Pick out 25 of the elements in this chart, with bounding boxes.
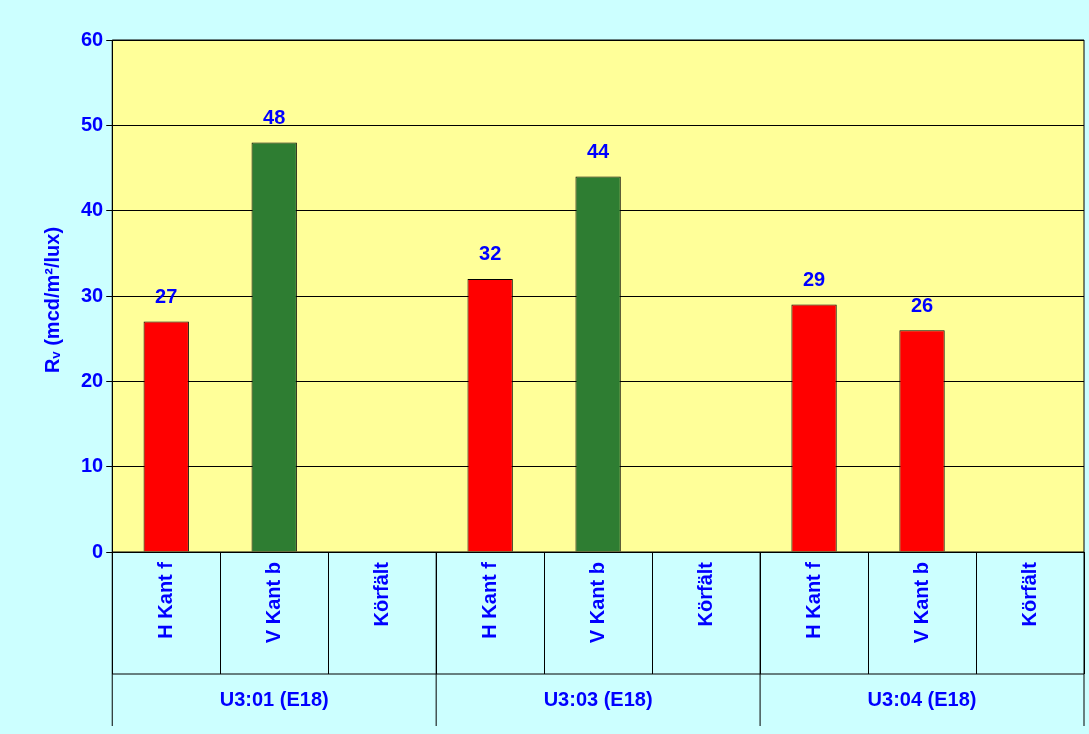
x-tick-label: V Kant b: [261, 562, 284, 644]
y-tick-label: 40: [81, 198, 104, 221]
data-label: 26: [910, 293, 934, 316]
data-label: 29: [802, 268, 826, 291]
x-tick-label: Körfält: [369, 561, 392, 627]
x-tick-label: H Kant f: [801, 561, 824, 639]
data-label: 32: [479, 242, 502, 265]
y-tick-label: 30: [81, 283, 104, 306]
x-tick-label: Körfält: [1017, 561, 1040, 627]
y-tick-label: 50: [81, 112, 104, 135]
x-tick-label: H Kant f: [477, 561, 500, 639]
y-tick-label: 60: [81, 27, 104, 50]
x-tick-label: V Kant b: [585, 562, 608, 644]
data-label: 48: [263, 105, 286, 128]
text: U3:04 (E18): [867, 687, 977, 710]
y-tick-label: 20: [81, 368, 104, 391]
x-tick-label: V Kant b: [909, 562, 932, 644]
data-label: 44: [587, 140, 611, 163]
x-tick-label: Körfält: [693, 561, 716, 627]
y-tick-label: 10: [81, 454, 104, 477]
y-axis-title: Rᵥ (mcd/m²/lux): [40, 226, 64, 374]
text: U3:03 (E18): [543, 687, 653, 710]
text: U3:01 (E18): [219, 687, 329, 710]
y-tick-label: 0: [92, 539, 104, 562]
x-tick-label: H Kant f: [153, 561, 176, 639]
